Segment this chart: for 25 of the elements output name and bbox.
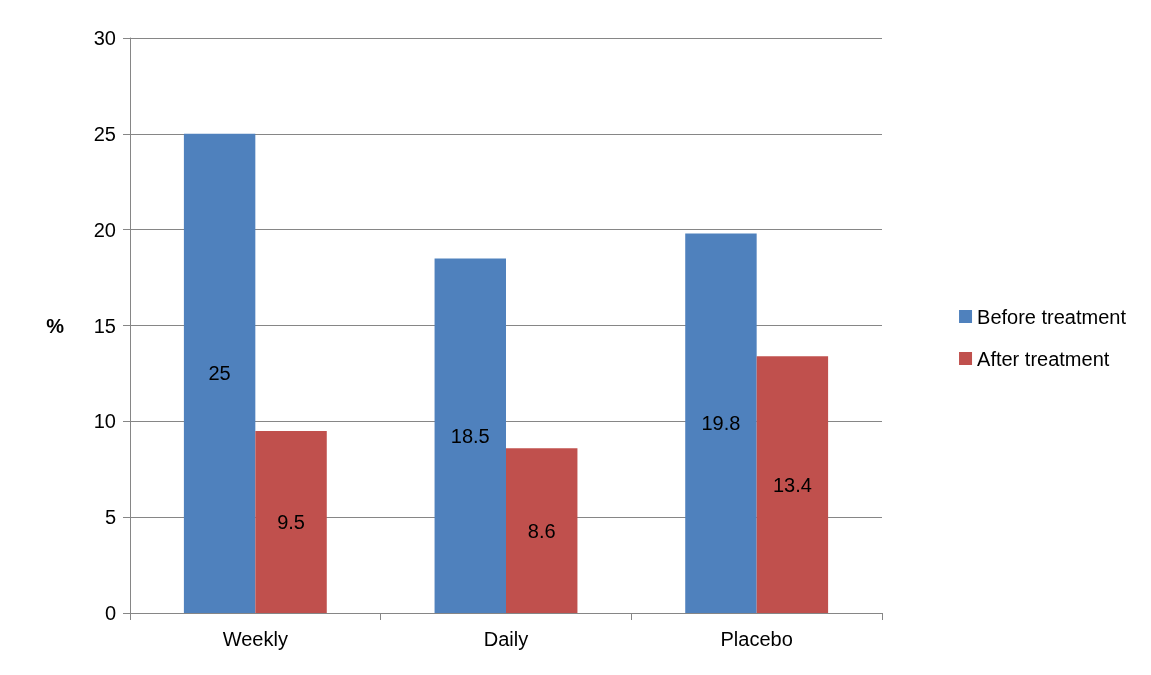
- data-label: 18.5: [450, 424, 490, 447]
- y-tick-label: 10: [93, 410, 116, 433]
- y-tick-label: 5: [104, 506, 116, 529]
- legend-label: After treatment: [977, 347, 1110, 370]
- bar: [255, 430, 327, 613]
- y-tick-label: 25: [93, 122, 116, 145]
- y-axis-title: %: [46, 314, 65, 337]
- data-label: 13.4: [772, 473, 812, 496]
- x-tick-label: Weekly: [222, 628, 288, 650]
- bar: [183, 133, 256, 613]
- data-label: 19.8: [701, 412, 741, 435]
- bar: [434, 258, 506, 613]
- bar: [756, 356, 829, 613]
- data-label: 9.5: [277, 510, 305, 533]
- y-tick-label: 0: [104, 602, 116, 624]
- legend-label: Before treatment: [977, 305, 1127, 328]
- x-tick-label: Daily: [483, 628, 529, 650]
- y-tick-label: 15: [93, 314, 116, 337]
- data-label: 25: [208, 362, 231, 385]
- bar: [506, 448, 578, 613]
- bar: [685, 233, 757, 613]
- x-tick-label: Placebo: [720, 628, 793, 650]
- y-tick-label: 30: [93, 27, 116, 49]
- data-label: 8.6: [527, 519, 556, 542]
- y-tick-label: 20: [93, 218, 116, 241]
